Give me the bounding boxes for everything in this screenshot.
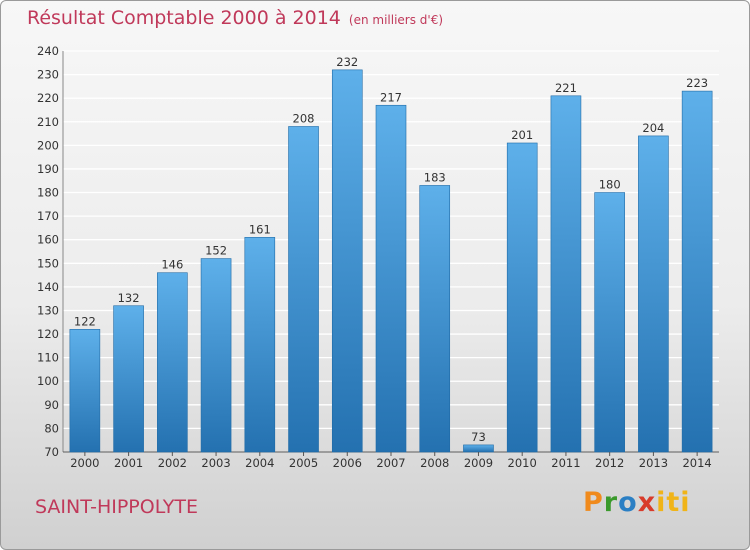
- x-tick-label: 2004: [245, 456, 274, 470]
- data-label: 161: [249, 222, 271, 236]
- data-label: 232: [336, 55, 358, 69]
- y-tick-label: 170: [37, 209, 59, 223]
- data-label: 208: [293, 111, 315, 125]
- bar: [331, 69, 363, 453]
- x-tick-label: 2005: [289, 456, 318, 470]
- bar: [638, 135, 669, 453]
- x-tick-label: 2013: [639, 456, 668, 470]
- x-tick-label: 2010: [508, 456, 537, 470]
- y-tick-label: 190: [37, 162, 59, 176]
- data-label: 132: [118, 291, 140, 305]
- x-tick-label: 2009: [464, 456, 493, 470]
- y-tick-label: 160: [37, 233, 59, 247]
- logo-letter-o: o: [618, 487, 638, 518]
- data-label: 201: [511, 128, 533, 142]
- bar: [681, 90, 713, 453]
- bar: [157, 272, 188, 453]
- y-tick-label: 120: [37, 327, 59, 341]
- bar: [550, 95, 582, 453]
- bar: [375, 104, 407, 453]
- y-tick-label: 80: [44, 421, 59, 435]
- y-tick-label: 130: [37, 303, 59, 317]
- x-tick-label: 2007: [376, 456, 405, 470]
- bar: [594, 192, 625, 453]
- y-tick-label: 230: [37, 68, 59, 82]
- x-tick-label: 2000: [70, 456, 99, 470]
- data-label: 221: [555, 81, 577, 95]
- chart-subtitle: (en milliers d'€): [348, 13, 444, 27]
- x-tick-label: 2003: [201, 456, 230, 470]
- data-label: 183: [424, 170, 446, 184]
- data-label: 204: [642, 121, 664, 135]
- y-tick-label: 210: [37, 115, 59, 129]
- y-tick-label: 150: [37, 256, 59, 270]
- commune-name: SAINT-HIPPOLYTE: [35, 496, 198, 518]
- x-tick-label: 2014: [682, 456, 711, 470]
- y-tick-label: 220: [37, 91, 59, 105]
- chart-title-text: Résultat Comptable 2000 à 2014: [27, 7, 341, 29]
- logo-letters-iti: iti: [656, 487, 691, 518]
- logo-letter-x: x: [637, 487, 657, 518]
- chart-title: Résultat Comptable 2000 à 2014 (en millie…: [27, 7, 443, 29]
- data-label: 217: [380, 90, 402, 104]
- x-tick-label: 2001: [114, 456, 143, 470]
- y-tick-label: 70: [44, 445, 59, 459]
- logo-letter-r: r: [603, 487, 619, 518]
- bar: [506, 142, 538, 453]
- bar: [244, 237, 276, 453]
- bar: [463, 444, 494, 453]
- bar: [419, 185, 451, 453]
- y-tick-label: 90: [44, 398, 59, 412]
- x-tick-label: 2008: [420, 456, 449, 470]
- y-tick-label: 100: [37, 374, 59, 388]
- x-tick-label: 2011: [551, 456, 580, 470]
- y-tick-label: 180: [37, 186, 59, 200]
- bar: [288, 126, 319, 453]
- y-tick-label: 200: [37, 138, 59, 152]
- bar: [200, 258, 232, 453]
- data-label: 180: [599, 178, 621, 192]
- data-label: 122: [74, 314, 96, 328]
- logo-letter-p: P: [583, 487, 604, 518]
- bar: [113, 305, 144, 453]
- x-tick-label: 2012: [595, 456, 624, 470]
- data-label: 223: [686, 76, 708, 90]
- data-label: 152: [205, 244, 227, 258]
- proxiti-logo: Proxiti: [583, 487, 691, 518]
- bar: [69, 329, 101, 453]
- y-tick-label: 110: [37, 351, 59, 365]
- x-tick-label: 2006: [333, 456, 362, 470]
- data-label: 146: [161, 258, 183, 272]
- data-label: 73: [471, 430, 486, 444]
- y-tick-label: 140: [37, 280, 59, 294]
- x-tick-label: 2002: [158, 456, 187, 470]
- y-tick-label: 240: [37, 44, 59, 58]
